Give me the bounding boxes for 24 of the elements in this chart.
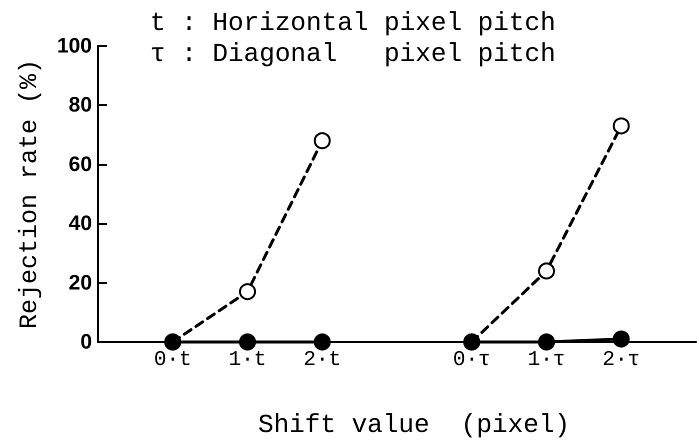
point bbox=[314, 334, 331, 350]
y-tick-label: 60 bbox=[68, 152, 92, 176]
x-tick-label: 0·t bbox=[154, 349, 192, 372]
y-axis-title: Rejection rate (%) bbox=[15, 58, 44, 330]
point bbox=[612, 330, 630, 348]
point bbox=[538, 262, 555, 280]
y-tick-label: 100 bbox=[56, 34, 92, 58]
x-tick-label: 1·t bbox=[228, 349, 266, 372]
y-tick-label: 80 bbox=[68, 94, 92, 117]
point bbox=[314, 132, 331, 150]
x-tick-label: 0·τ bbox=[452, 349, 491, 372]
y-tick-label: 40 bbox=[68, 212, 92, 236]
x-axis-title: Shift value (pixel) bbox=[258, 410, 570, 440]
point bbox=[239, 283, 256, 300]
point bbox=[612, 117, 630, 134]
point bbox=[538, 334, 555, 350]
x-tick-label: 1·τ bbox=[528, 349, 566, 372]
y-tick-label: 20 bbox=[68, 271, 92, 294]
x-tick-label: 2·t bbox=[303, 349, 342, 372]
point bbox=[239, 334, 256, 350]
annotation: τ : Diagonal pixel pitch bbox=[150, 39, 556, 69]
text: t : Horizontal pixel pitch bbox=[150, 8, 556, 38]
y-tick-label: 0 bbox=[80, 330, 92, 354]
x-tick-label: 2·τ bbox=[602, 349, 640, 372]
